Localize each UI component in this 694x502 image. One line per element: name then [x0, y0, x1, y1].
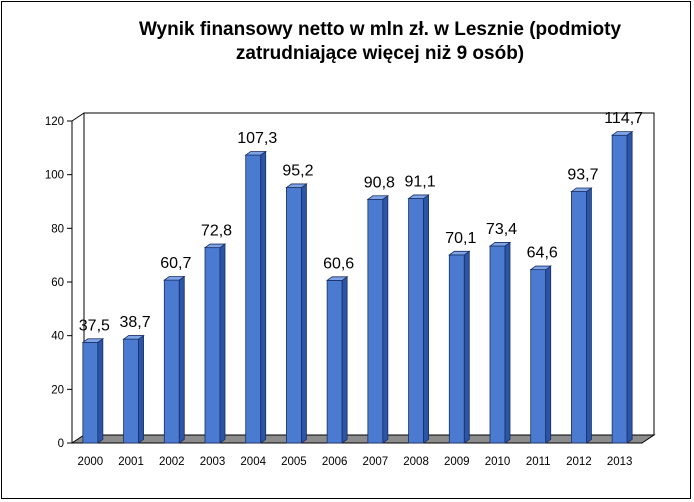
data-label-2012: 93,7 [567, 167, 598, 184]
bar-2003 [204, 247, 221, 444]
x-tick-label-2012: 2012 [566, 456, 592, 468]
bar-top-2007 [366, 195, 390, 200]
bar-2011 [530, 269, 547, 444]
bar-side-2011 [545, 265, 552, 444]
chart-title: Wynik finansowy netto w mln zł. w Leszni… [110, 18, 650, 66]
bar-top-2011 [529, 265, 552, 271]
x-tick-label-2003: 2003 [200, 456, 226, 468]
bar-top-2005 [285, 183, 308, 188]
chart-title-line-1: Wynik finansowy netto w mln zł. w Leszni… [138, 19, 622, 40]
x-tick-label-2001: 2001 [118, 456, 144, 468]
bar-side-2007 [382, 194, 389, 444]
bar-side-2005 [301, 183, 307, 444]
bar-top-2009 [448, 250, 471, 256]
x-tick-label-2007: 2007 [363, 456, 389, 468]
bar-top-2002 [163, 276, 186, 281]
x-tick-label-2006: 2006 [322, 456, 348, 468]
x-tick-label-2005: 2005 [281, 456, 307, 468]
bar-2007 [367, 198, 384, 444]
data-label-2010: 73,4 [486, 221, 517, 238]
data-label-2007: 90,8 [364, 174, 395, 191]
bar-side-2008 [423, 194, 429, 444]
bar-side-2012 [586, 187, 592, 444]
data-label-2001: 38,7 [120, 314, 151, 331]
bar-side-2010 [504, 241, 511, 444]
x-tick-label-2010: 2010 [485, 456, 511, 468]
data-label-2006: 60,6 [323, 255, 354, 272]
bar-2000 [82, 341, 99, 444]
data-label-2003: 72,8 [201, 223, 232, 240]
x-tick-label-2004: 2004 [240, 456, 266, 468]
data-label-2005: 95,2 [282, 163, 313, 180]
y-tick-label-120: 120 [45, 116, 64, 128]
y-tick-label-80: 80 [51, 223, 64, 235]
bar-top-2000 [81, 338, 105, 343]
bar-top-2010 [488, 242, 512, 247]
y-tick-label-100: 100 [45, 170, 64, 182]
bar-top-2003 [203, 243, 227, 249]
x-tick-label-2008: 2008 [403, 456, 429, 468]
data-label-2000: 37,5 [79, 317, 110, 334]
data-label-2004: 107,3 [237, 130, 277, 147]
y-tick-label-40: 40 [51, 331, 64, 343]
bar-2013 [611, 134, 628, 444]
data-label-2002: 60,7 [160, 255, 191, 272]
data-label-2009: 70,1 [445, 230, 476, 247]
bar-side-2002 [178, 275, 185, 444]
bar-top-2008 [407, 194, 430, 199]
y-tick-label-60: 60 [51, 277, 64, 289]
bar-2008 [408, 198, 424, 444]
bar-side-2013 [626, 130, 633, 444]
bar-side-2006 [341, 276, 348, 444]
bar-side-2003 [219, 243, 226, 444]
x-tick-label-2011: 2011 [526, 456, 551, 468]
data-label-2011: 64,6 [527, 245, 558, 262]
bar-side-2001 [138, 334, 144, 444]
bar-2006 [326, 279, 343, 444]
bar-2012 [571, 191, 587, 444]
y-tick-label-20: 20 [51, 384, 64, 396]
bar-side-2004 [260, 150, 267, 444]
bar-2009 [448, 254, 465, 444]
data-label-2013: 114,7 [604, 110, 643, 127]
chart-title-line-2: zatrudniające więcej niż 9 osób) [235, 43, 525, 64]
x-tick-label-2009: 2009 [444, 456, 470, 468]
x-tick-label-2013: 2013 [607, 456, 633, 468]
bar-top-2013 [610, 131, 634, 136]
data-label-2008: 91,1 [405, 174, 436, 191]
bar-2010 [489, 245, 506, 444]
bar-2001 [123, 338, 139, 444]
chart-floor [70, 434, 656, 444]
bar-top-2006 [325, 276, 349, 281]
bar-2002 [163, 279, 180, 444]
y-tick-label-0: 0 [58, 438, 64, 450]
bar-side-2009 [463, 250, 470, 444]
y-axis-top-edge [71, 112, 85, 122]
x-tick-label-2002: 2002 [159, 456, 185, 468]
bar-2004 [245, 154, 262, 444]
bar-side-2000 [97, 337, 104, 444]
x-tick-label-2000: 2000 [78, 456, 104, 468]
bar-top-2001 [122, 335, 145, 340]
bar-top-2012 [570, 187, 593, 192]
bar-2005 [286, 187, 302, 444]
bar-top-2004 [244, 151, 267, 156]
